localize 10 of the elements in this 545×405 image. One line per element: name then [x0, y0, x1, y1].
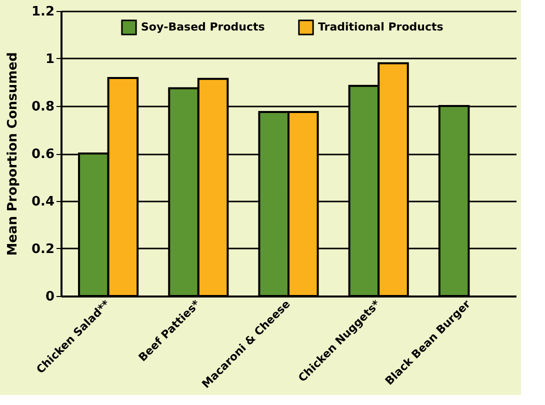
y-tick-label: 1.2	[31, 4, 54, 20]
y-tick-label: 0.2	[31, 242, 54, 257]
legend-label: Traditional Products	[318, 20, 444, 34]
legend-label: Soy-Based Products	[141, 20, 266, 34]
y-axis-title: Mean Proportion Consumed	[5, 52, 20, 256]
y-tick-label: 1	[45, 52, 54, 67]
y-tick-label: 0.4	[31, 194, 54, 210]
y-tick-label: 0.8	[31, 100, 54, 114]
y-tick-label: 0.6	[31, 147, 54, 162]
y-tick-label: 0	[45, 290, 54, 304]
